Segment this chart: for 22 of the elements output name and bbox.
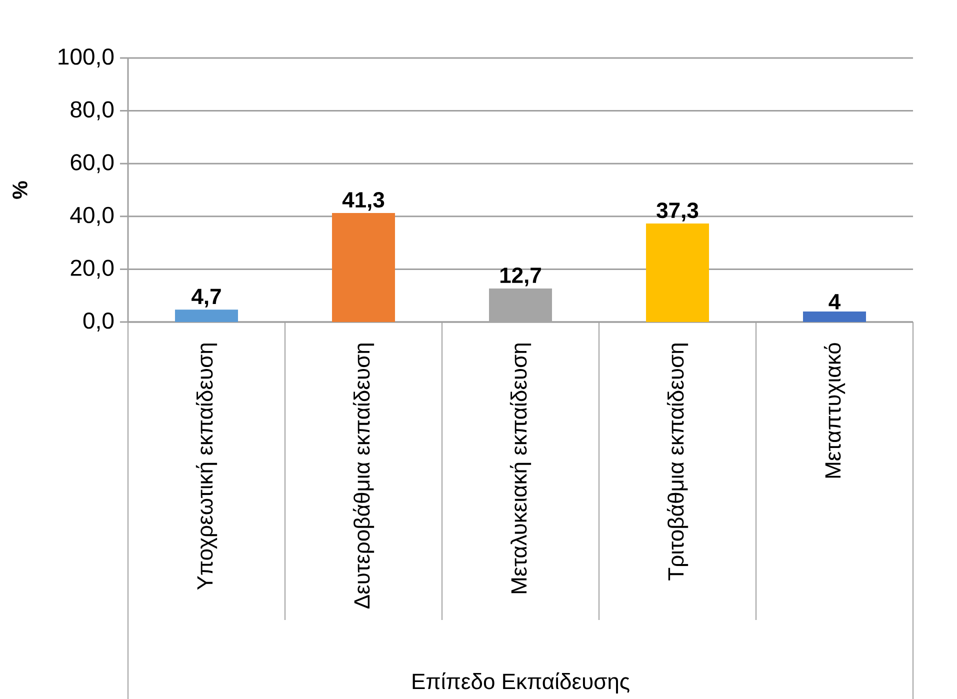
bar (332, 212, 396, 322)
bar (646, 224, 710, 322)
x-tick-label: Τριτοβάθμια εκπαίδευση (666, 344, 688, 580)
data-label: 12,7 (500, 267, 541, 286)
y-tick-label: 20,0 (70, 260, 114, 279)
y-tick-label: 0,0 (83, 312, 114, 332)
x-tick-label: Υποχρεωτική εκπαίδευση (196, 344, 218, 590)
y-tick-label: 100,0 (58, 48, 114, 68)
data-label: 37,3 (656, 202, 698, 222)
bar (803, 311, 866, 322)
data-label: 41,3 (342, 192, 384, 211)
x-axis-title: Επίπεδο Εκπαίδευσης (412, 672, 630, 694)
bar (175, 310, 238, 322)
x-tick-label: Μεταπτυχιακό (824, 343, 846, 478)
data-label: 4 (828, 294, 841, 310)
data-label: 4,7 (192, 288, 221, 308)
y-tick-label: 80,0 (70, 101, 114, 120)
y-tick-label: 40,0 (70, 206, 114, 226)
y-tick-label: 60,0 (70, 154, 114, 174)
y-axis-title: % (12, 181, 28, 199)
x-tick-label: Δευτεροβάθμια εκπαίδευση (352, 344, 374, 609)
x-tick-label: Μεταλυκειακή εκπαίδευση (510, 344, 532, 594)
